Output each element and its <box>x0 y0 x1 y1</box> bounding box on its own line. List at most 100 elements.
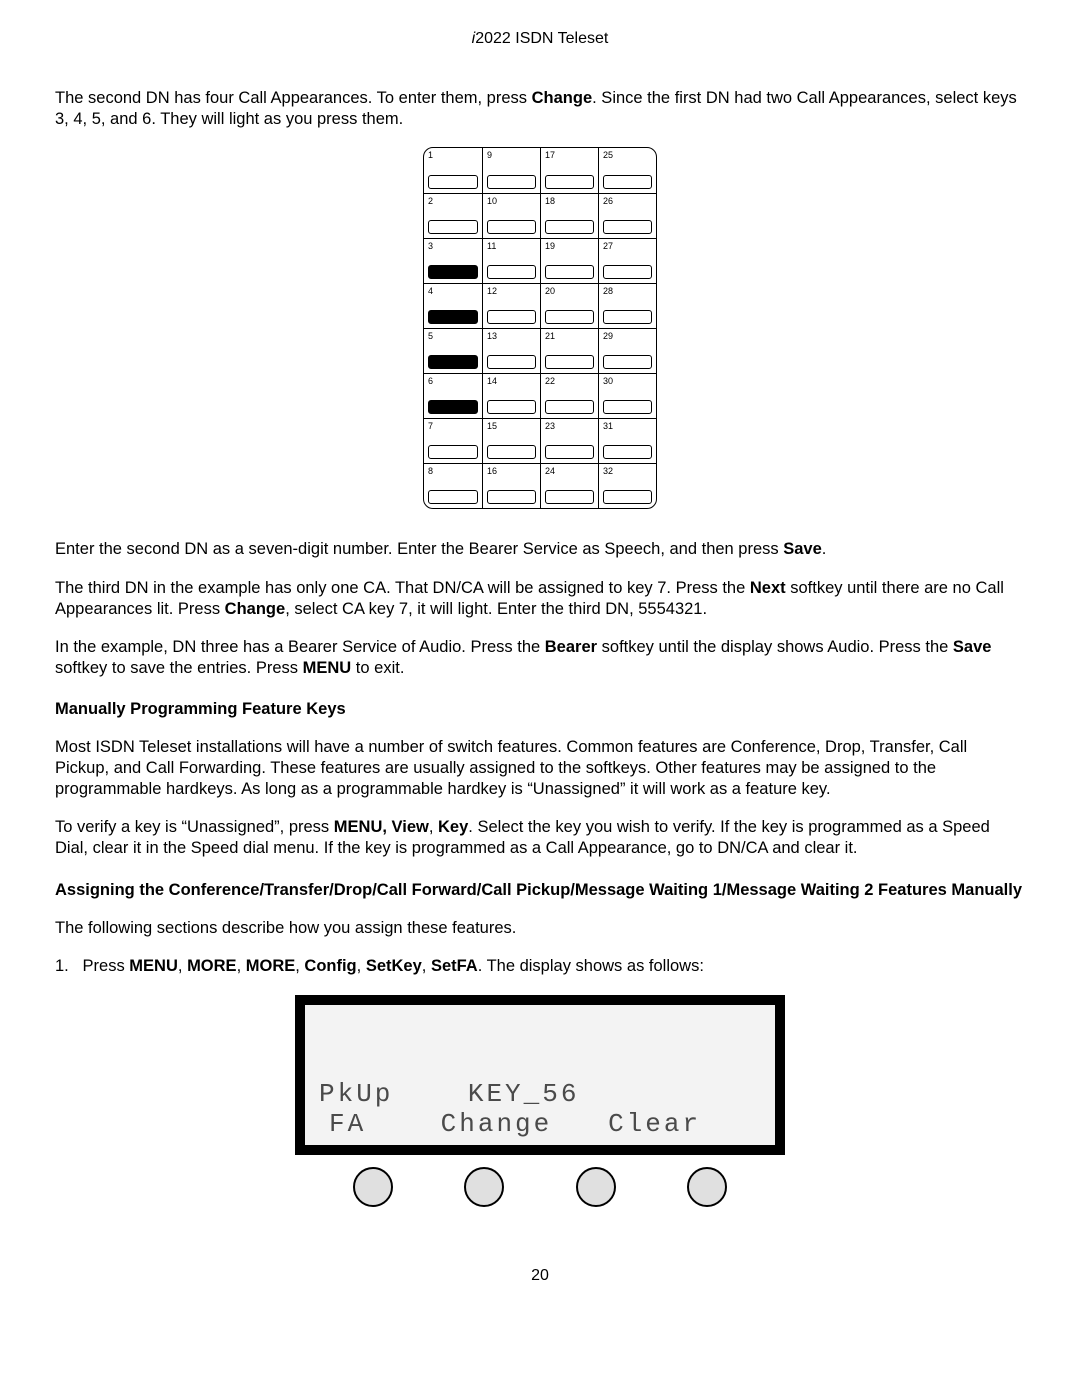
key-number-label: 6 <box>428 376 433 386</box>
keycell: 26 <box>598 193 656 238</box>
key-button[interactable] <box>487 490 536 504</box>
key-button[interactable] <box>428 355 478 369</box>
key-button[interactable] <box>545 265 594 279</box>
li1-j: SetKey <box>366 957 422 975</box>
lcd-l2-a: FA <box>329 1109 366 1139</box>
p2-a: Enter the second DN as a seven-digit num… <box>55 540 783 558</box>
lcd-screen: PkUp KEY_56 FA Change Clear <box>295 995 785 1155</box>
key-number-label: 4 <box>428 286 433 296</box>
key-button[interactable] <box>545 490 594 504</box>
key-number-label: 22 <box>545 376 555 386</box>
paragraph-7: The following sections describe how you … <box>55 918 1025 939</box>
key-number-label: 8 <box>428 466 433 476</box>
key-button[interactable] <box>428 175 478 189</box>
p1-a: The second DN has four Call Appearances.… <box>55 89 532 107</box>
key-number-label: 26 <box>603 196 613 206</box>
key-number-label: 30 <box>603 376 613 386</box>
paragraph-1: The second DN has four Call Appearances.… <box>55 88 1025 129</box>
keycell: 9 <box>482 148 540 193</box>
key-button[interactable] <box>545 310 594 324</box>
keycell: 12 <box>482 283 540 328</box>
key-number-label: 2 <box>428 196 433 206</box>
key-button[interactable] <box>545 175 594 189</box>
lcd-line-2: FA Change Clear <box>329 1109 701 1139</box>
li1-h: Config <box>304 957 356 975</box>
key-number-label: 20 <box>545 286 555 296</box>
key-number-label: 23 <box>545 421 555 431</box>
keycell: 5 <box>424 328 482 373</box>
keycell: 4 <box>424 283 482 328</box>
key-number-label: 13 <box>487 331 497 341</box>
p2-c: . <box>822 540 827 558</box>
p4-d-bold: Save <box>953 638 992 656</box>
key-button[interactable] <box>428 445 478 459</box>
page-number: 20 <box>55 1267 1025 1285</box>
li1-e: , <box>237 957 246 975</box>
keycell: 24 <box>540 463 598 508</box>
key-number-label: 10 <box>487 196 497 206</box>
softkey-button-row <box>295 1167 785 1207</box>
p4-a: In the example, DN three has a Bearer Se… <box>55 638 545 656</box>
p4-f-bold: MENU <box>303 659 352 677</box>
key-button[interactable] <box>487 445 536 459</box>
key-button[interactable] <box>603 445 652 459</box>
p3-a: The third DN in the example has only one… <box>55 579 750 597</box>
keycell: 17 <box>540 148 598 193</box>
key-button[interactable] <box>603 175 652 189</box>
key-button[interactable] <box>545 355 594 369</box>
keycell: 10 <box>482 193 540 238</box>
key-button[interactable] <box>428 220 478 234</box>
key-number-label: 19 <box>545 241 555 251</box>
key-number-label: 18 <box>545 196 555 206</box>
key-button[interactable] <box>487 400 536 414</box>
document-page: i2022 ISDN Teleset The second DN has fou… <box>0 0 1080 1325</box>
keycell: 21 <box>540 328 598 373</box>
softkey-button-2[interactable] <box>464 1167 504 1207</box>
p4-e: softkey to save the entries. Press <box>55 659 303 677</box>
key-button[interactable] <box>428 310 478 324</box>
key-button[interactable] <box>603 220 652 234</box>
key-button[interactable] <box>487 175 536 189</box>
p3-e: , select CA key 7, it will light. Enter … <box>285 600 707 618</box>
key-button[interactable] <box>428 400 478 414</box>
key-button[interactable] <box>428 490 478 504</box>
lcd-display-figure: PkUp KEY_56 FA Change Clear <box>55 995 1025 1207</box>
keycell: 8 <box>424 463 482 508</box>
key-button[interactable] <box>545 445 594 459</box>
key-button[interactable] <box>603 400 652 414</box>
key-number-label: 28 <box>603 286 613 296</box>
keycell: 16 <box>482 463 540 508</box>
key-button[interactable] <box>487 265 536 279</box>
paragraph-6: To verify a key is “Unassigned”, press M… <box>55 817 1025 858</box>
key-button[interactable] <box>603 490 652 504</box>
p6-c: , <box>429 818 438 836</box>
key-number-label: 29 <box>603 331 613 341</box>
keycell: 28 <box>598 283 656 328</box>
key-button[interactable] <box>428 265 478 279</box>
keygrid-figure: 1917252101826311192741220285132129614223… <box>55 147 1025 509</box>
softkey-button-4[interactable] <box>687 1167 727 1207</box>
key-button[interactable] <box>545 400 594 414</box>
key-number-label: 25 <box>603 150 613 160</box>
page-header: i2022 ISDN Teleset <box>55 30 1025 48</box>
key-number-label: 21 <box>545 331 555 341</box>
key-button[interactable] <box>603 355 652 369</box>
keycell: 31 <box>598 418 656 463</box>
li1-k: , <box>422 957 431 975</box>
keycell: 30 <box>598 373 656 418</box>
paragraph-4: In the example, DN three has a Bearer Se… <box>55 637 1025 678</box>
key-number-label: 11 <box>487 241 496 251</box>
key-button[interactable] <box>487 220 536 234</box>
key-button[interactable] <box>545 220 594 234</box>
key-button[interactable] <box>603 310 652 324</box>
key-button[interactable] <box>487 310 536 324</box>
key-number-label: 3 <box>428 241 433 251</box>
keycell: 18 <box>540 193 598 238</box>
key-number-label: 9 <box>487 150 492 160</box>
softkey-button-1[interactable] <box>353 1167 393 1207</box>
softkey-button-3[interactable] <box>576 1167 616 1207</box>
li1-l: SetFA <box>431 957 478 975</box>
key-button[interactable] <box>603 265 652 279</box>
p3-d-bold: Change <box>225 600 286 618</box>
key-button[interactable] <box>487 355 536 369</box>
